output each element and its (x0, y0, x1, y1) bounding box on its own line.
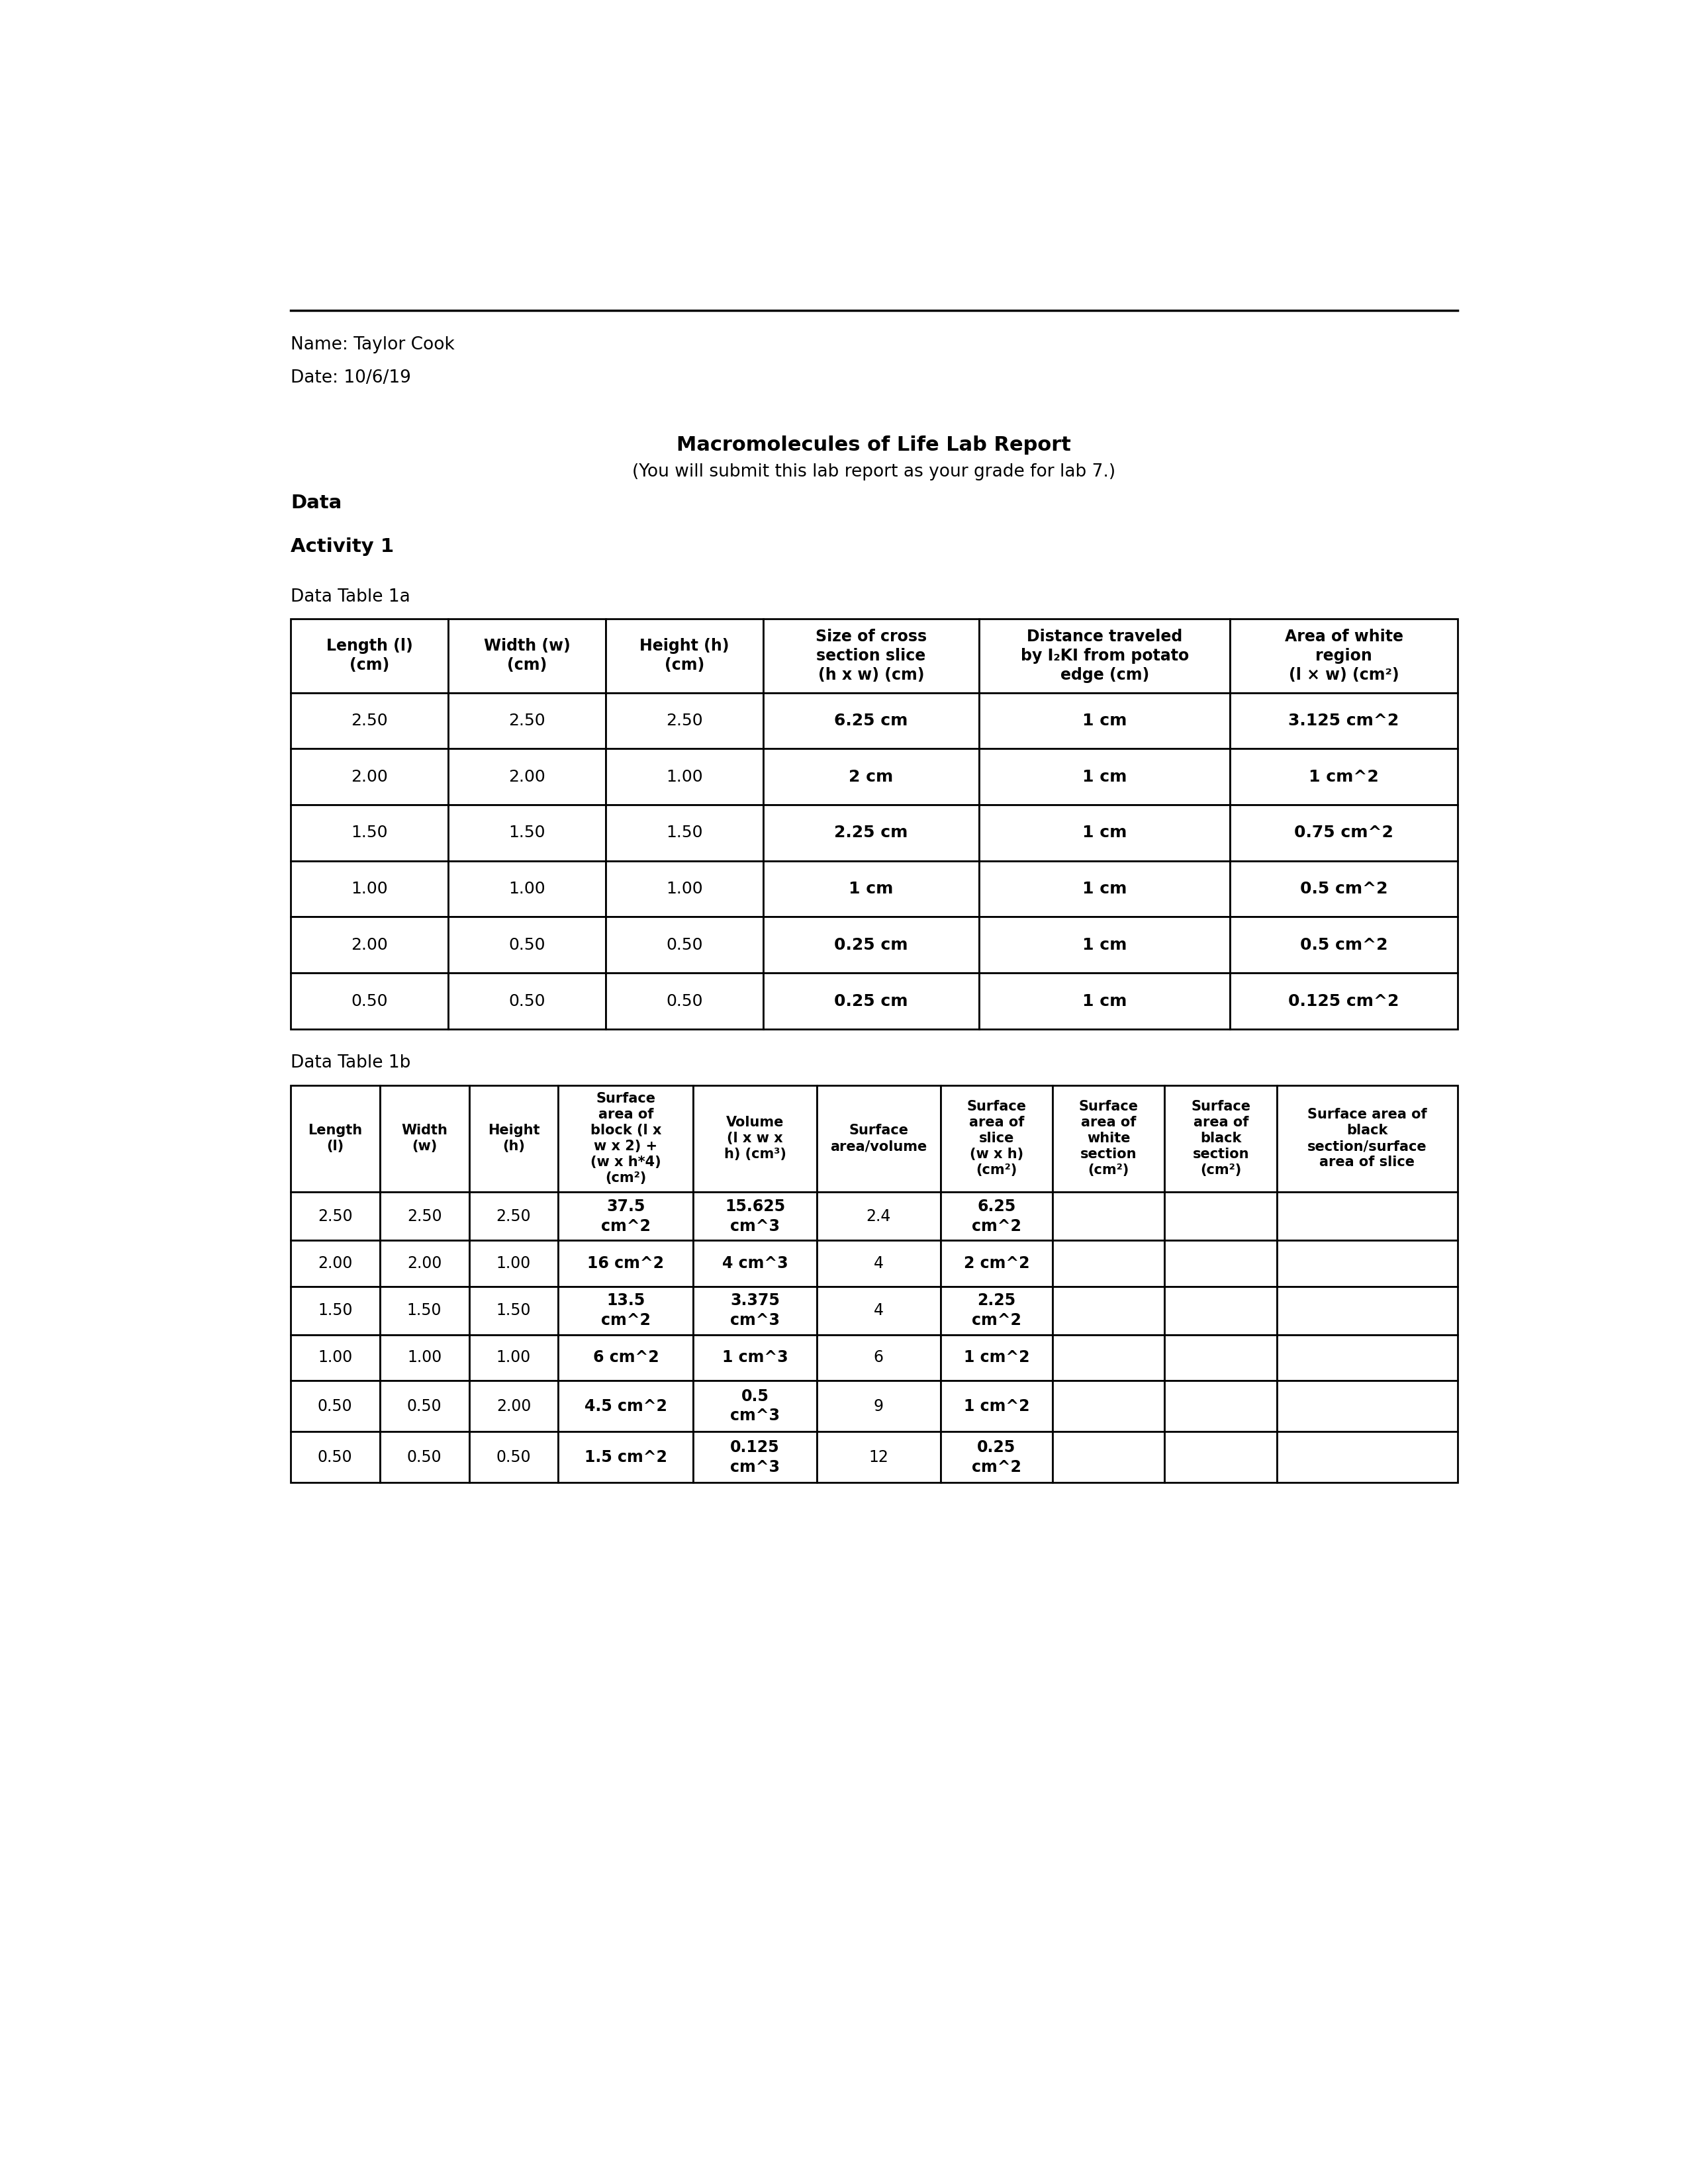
Bar (1053, 1085, 1165, 1192)
Text: 0.50: 0.50 (351, 994, 388, 1009)
Bar (694, 1334, 817, 1380)
Bar (694, 1433, 817, 1483)
Bar (380, 1192, 469, 1241)
Bar (1276, 1380, 1458, 1433)
Text: Width (w)
(cm): Width (w) (cm) (483, 638, 571, 673)
Text: Surface
area of
slice
(w x h)
(cm²): Surface area of slice (w x h) (cm²) (967, 1101, 1026, 1177)
Text: Length (l)
(cm): Length (l) (cm) (326, 638, 412, 673)
Bar (380, 1241, 469, 1286)
Text: 4: 4 (874, 1256, 883, 1271)
Text: 1.50: 1.50 (407, 1302, 442, 1319)
Text: 2.50: 2.50 (351, 712, 388, 729)
Text: 0.50: 0.50 (496, 1450, 532, 1465)
Text: 2.50: 2.50 (496, 1208, 532, 1225)
Bar (290, 1433, 380, 1483)
Text: 2.50: 2.50 (508, 712, 545, 729)
Text: 0.50: 0.50 (508, 937, 545, 952)
Text: 2.00: 2.00 (407, 1256, 442, 1271)
Bar (979, 860, 1231, 917)
Text: 15.625
cm^3: 15.625 cm^3 (724, 1199, 785, 1234)
Text: Height
(h): Height (h) (488, 1125, 540, 1153)
Text: 1 cm: 1 cm (849, 880, 893, 898)
Bar (606, 860, 763, 917)
Text: 1.00: 1.00 (317, 1350, 353, 1365)
Bar (1276, 1286, 1458, 1334)
Text: 4.5 cm^2: 4.5 cm^2 (584, 1398, 667, 1413)
Text: 2.00: 2.00 (508, 769, 545, 784)
Bar (290, 860, 447, 917)
Bar (290, 1085, 380, 1192)
Text: 0.125 cm^2: 0.125 cm^2 (1288, 994, 1399, 1009)
Bar (380, 1433, 469, 1483)
Text: 12: 12 (869, 1450, 888, 1465)
Text: 0.50: 0.50 (317, 1450, 353, 1465)
Text: 1.00: 1.00 (667, 769, 702, 784)
Text: 0.5 cm^2: 0.5 cm^2 (1300, 880, 1388, 898)
Bar (559, 1380, 694, 1433)
Bar (380, 1334, 469, 1380)
Bar (1231, 618, 1458, 692)
Text: 1.50: 1.50 (508, 826, 545, 841)
Bar (447, 692, 606, 749)
Bar (1165, 1241, 1276, 1286)
Bar (290, 692, 447, 749)
Text: Distance traveled
by I₂KI from potato
edge (cm): Distance traveled by I₂KI from potato ed… (1021, 629, 1188, 684)
Bar (606, 917, 763, 974)
Bar (1053, 1433, 1165, 1483)
Text: Surface
area of
block (l x
w x 2) +
(w x h*4)
(cm²): Surface area of block (l x w x 2) + (w x… (591, 1092, 662, 1186)
Text: 1.00: 1.00 (508, 880, 545, 898)
Bar (1165, 1380, 1276, 1433)
Text: Data: Data (290, 494, 341, 513)
Bar (1053, 1192, 1165, 1241)
Bar (447, 618, 606, 692)
Text: Length
(l): Length (l) (307, 1125, 363, 1153)
Bar (606, 618, 763, 692)
Bar (1231, 974, 1458, 1029)
Text: 1 cm^2: 1 cm^2 (1308, 769, 1379, 784)
Bar (380, 1286, 469, 1334)
Bar (559, 1241, 694, 1286)
Text: Activity 1: Activity 1 (290, 537, 393, 555)
Bar (290, 749, 447, 804)
Bar (447, 749, 606, 804)
Bar (940, 1433, 1053, 1483)
Bar (290, 917, 447, 974)
Text: 1.00: 1.00 (351, 880, 388, 898)
Bar (940, 1192, 1053, 1241)
Bar (1276, 1085, 1458, 1192)
Bar (979, 974, 1231, 1029)
Text: 0.50: 0.50 (667, 937, 702, 952)
Bar (559, 1433, 694, 1483)
Bar (979, 806, 1231, 860)
Bar (763, 974, 979, 1029)
Text: 2.00: 2.00 (317, 1256, 353, 1271)
Text: 2.25
cm^2: 2.25 cm^2 (972, 1293, 1021, 1328)
Text: Surface
area of
black
section
(cm²): Surface area of black section (cm²) (1192, 1101, 1251, 1177)
Text: Height (h)
(cm): Height (h) (cm) (640, 638, 729, 673)
Bar (979, 692, 1231, 749)
Bar (763, 917, 979, 974)
Text: 6 cm^2: 6 cm^2 (592, 1350, 658, 1365)
Text: Area of white
region
(l × w) (cm²): Area of white region (l × w) (cm²) (1285, 629, 1403, 684)
Bar (1053, 1286, 1165, 1334)
Text: 1 cm^3: 1 cm^3 (722, 1350, 788, 1365)
Bar (1276, 1241, 1458, 1286)
Bar (1165, 1334, 1276, 1380)
Bar (1276, 1433, 1458, 1483)
Text: 0.50: 0.50 (508, 994, 545, 1009)
Text: 0.25
cm^2: 0.25 cm^2 (972, 1439, 1021, 1474)
Text: 0.25 cm: 0.25 cm (834, 994, 908, 1009)
Text: Surface area of
black
section/surface
area of slice: Surface area of black section/surface ar… (1308, 1107, 1426, 1168)
Bar (447, 917, 606, 974)
Bar (290, 1241, 380, 1286)
Text: 1 cm: 1 cm (1082, 826, 1128, 841)
Bar (940, 1241, 1053, 1286)
Text: 2.50: 2.50 (317, 1208, 353, 1225)
Text: 1.50: 1.50 (667, 826, 702, 841)
Text: 1 cm^2: 1 cm^2 (964, 1398, 1030, 1413)
Text: 2.4: 2.4 (866, 1208, 891, 1225)
Text: 13.5
cm^2: 13.5 cm^2 (601, 1293, 650, 1328)
Text: 3.375
cm^3: 3.375 cm^3 (731, 1293, 780, 1328)
Text: 37.5
cm^2: 37.5 cm^2 (601, 1199, 650, 1234)
Bar (559, 1192, 694, 1241)
